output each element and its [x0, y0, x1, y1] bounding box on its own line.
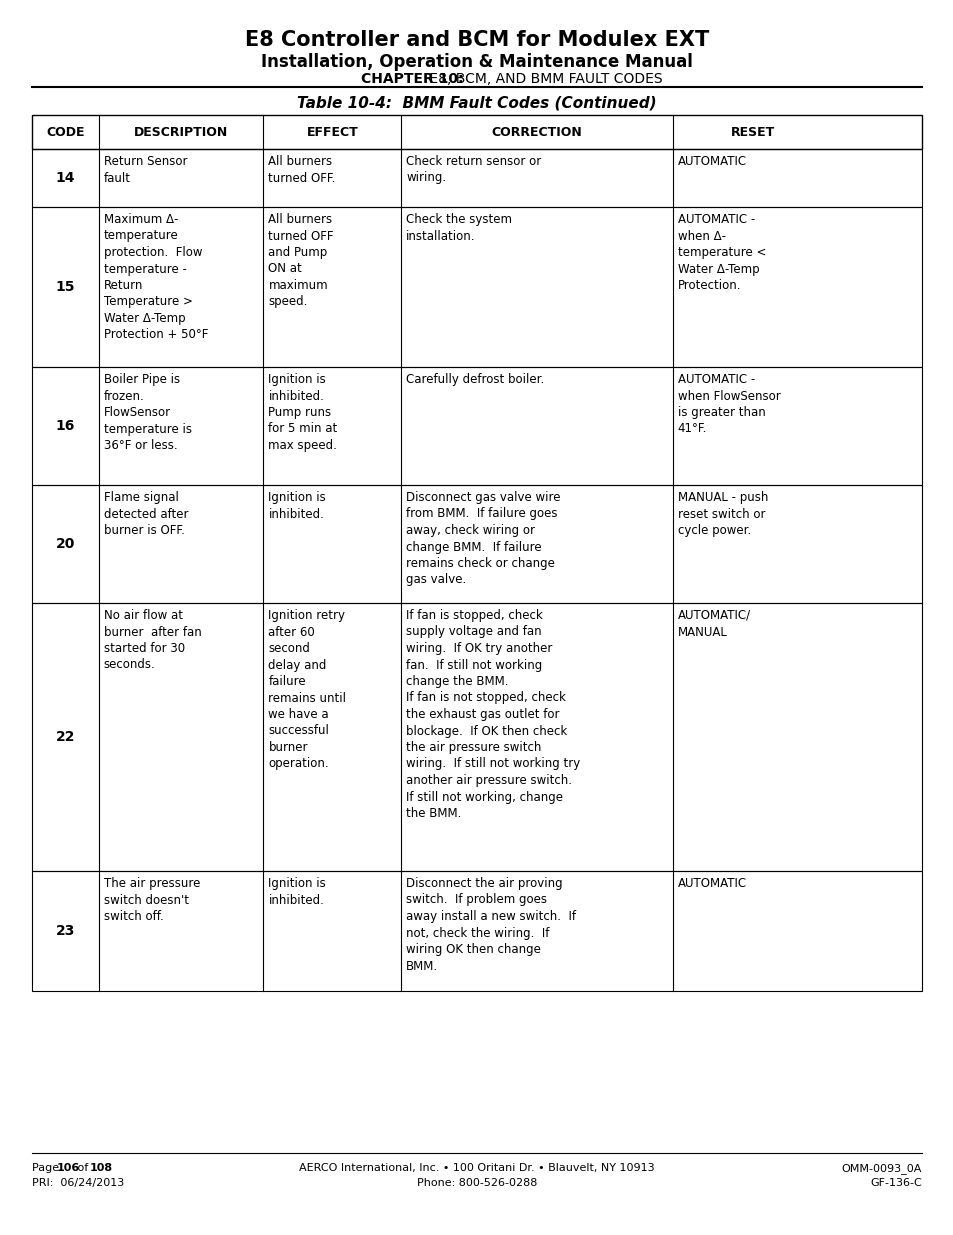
- Text: CHAPTER 10: E8, BCM, AND BMM FAULT CODES: CHAPTER 10: E8, BCM, AND BMM FAULT CODES: [313, 72, 640, 86]
- Bar: [32, 485, 921, 603]
- Bar: [32, 871, 921, 990]
- Bar: [32, 115, 921, 149]
- Text: AERCO International, Inc. • 100 Oritani Dr. • Blauvelt, NY 10913: AERCO International, Inc. • 100 Oritani …: [299, 1163, 654, 1173]
- Text: All burners
turned OFF
and Pump
ON at
maximum
speed.: All burners turned OFF and Pump ON at ma…: [268, 212, 334, 309]
- Text: CODE: CODE: [46, 126, 85, 138]
- Text: Carefully defrost boiler.: Carefully defrost boiler.: [406, 373, 544, 387]
- Text: AUTOMATIC -
when Δ-
temperature <
Water Δ-Temp
Protection.: AUTOMATIC - when Δ- temperature < Water …: [677, 212, 765, 291]
- Text: Disconnect gas valve wire
from BMM.  If failure goes
away, check wiring or
chang: Disconnect gas valve wire from BMM. If f…: [406, 492, 560, 587]
- Text: Check the system
installation.: Check the system installation.: [406, 212, 512, 242]
- Bar: [32, 149, 921, 207]
- Text: Page: Page: [32, 1163, 63, 1173]
- Text: Flame signal
detected after
burner is OFF.: Flame signal detected after burner is OF…: [104, 492, 188, 537]
- Text: 20: 20: [55, 537, 75, 551]
- Text: MANUAL - push
reset switch or
cycle power.: MANUAL - push reset switch or cycle powe…: [677, 492, 767, 537]
- Text: EFFECT: EFFECT: [306, 126, 358, 138]
- Text: AUTOMATIC: AUTOMATIC: [677, 877, 746, 890]
- Text: CORRECTION: CORRECTION: [491, 126, 582, 138]
- Text: 22: 22: [55, 730, 75, 743]
- Text: Disconnect the air proving
switch.  If problem goes
away install a new switch.  : Disconnect the air proving switch. If pr…: [406, 877, 576, 972]
- Text: 15: 15: [55, 280, 75, 294]
- Text: All burners
turned OFF.: All burners turned OFF.: [268, 156, 335, 184]
- Text: 106: 106: [57, 1163, 80, 1173]
- Text: 14: 14: [55, 170, 75, 185]
- Text: If fan is stopped, check
supply voltage and fan
wiring.  If OK try another
fan. : If fan is stopped, check supply voltage …: [406, 609, 580, 820]
- Text: GF-136-C: GF-136-C: [869, 1178, 921, 1188]
- Text: Ignition is
inhibited.
Pump runs
for 5 min at
max speed.: Ignition is inhibited. Pump runs for 5 m…: [268, 373, 337, 452]
- Text: Check return sensor or
wiring.: Check return sensor or wiring.: [406, 156, 541, 184]
- Text: Boiler Pipe is
frozen.
FlowSensor
temperature is
36°F or less.: Boiler Pipe is frozen. FlowSensor temper…: [104, 373, 192, 452]
- Text: E8 Controller and BCM for Modulex EXT: E8 Controller and BCM for Modulex EXT: [245, 30, 708, 49]
- Text: DESCRIPTION: DESCRIPTION: [133, 126, 228, 138]
- Text: Return Sensor
fault: Return Sensor fault: [104, 156, 187, 184]
- Text: RESET: RESET: [730, 126, 774, 138]
- Text: Maximum Δ-
temperature
protection.  Flow
temperature -
Return
Temperature >
Wate: Maximum Δ- temperature protection. Flow …: [104, 212, 208, 342]
- Text: The air pressure
switch doesn't
switch off.: The air pressure switch doesn't switch o…: [104, 877, 200, 923]
- Text: 108: 108: [90, 1163, 113, 1173]
- Text: Ignition is
inhibited.: Ignition is inhibited.: [268, 492, 326, 520]
- Text: 23: 23: [55, 924, 75, 939]
- Text: OMM-0093_0A: OMM-0093_0A: [841, 1163, 921, 1174]
- Text: of: of: [74, 1163, 91, 1173]
- Text: CHAPTER 10:: CHAPTER 10:: [360, 72, 463, 86]
- Text: AUTOMATIC -
when FlowSensor
is greater than
41°F.: AUTOMATIC - when FlowSensor is greater t…: [677, 373, 780, 436]
- Text: AUTOMATIC/
MANUAL: AUTOMATIC/ MANUAL: [677, 609, 750, 638]
- Text: AUTOMATIC: AUTOMATIC: [677, 156, 746, 168]
- Text: PRI:  06/24/2013: PRI: 06/24/2013: [32, 1178, 124, 1188]
- Text: E8, BCM, AND BMM FAULT CODES: E8, BCM, AND BMM FAULT CODES: [424, 72, 661, 86]
- Bar: [32, 207, 921, 367]
- Text: 16: 16: [55, 419, 75, 433]
- Bar: [32, 367, 921, 485]
- Bar: [32, 603, 921, 871]
- Text: Installation, Operation & Maintenance Manual: Installation, Operation & Maintenance Ma…: [261, 53, 692, 70]
- Text: Table 10-4:  BMM Fault Codes (Continued): Table 10-4: BMM Fault Codes (Continued): [297, 95, 656, 110]
- Text: Ignition retry
after 60
second
delay and
failure
remains until
we have a
success: Ignition retry after 60 second delay and…: [268, 609, 346, 771]
- Text: Ignition is
inhibited.: Ignition is inhibited.: [268, 877, 326, 906]
- Text: Phone: 800-526-0288: Phone: 800-526-0288: [416, 1178, 537, 1188]
- Text: No air flow at
burner  after fan
started for 30
seconds.: No air flow at burner after fan started …: [104, 609, 201, 672]
